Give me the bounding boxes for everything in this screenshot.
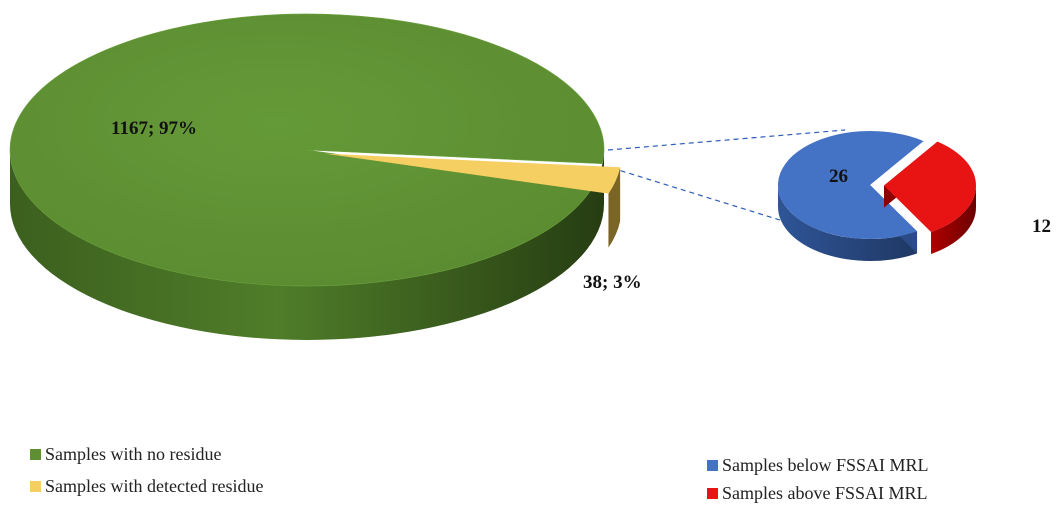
main-pie-side-no-residue [10,150,604,340]
connector-line-upper [607,129,846,151]
legend-swatch [707,487,718,499]
data-label-below-mrl: 26 [829,166,848,187]
pie-slice-below-mrl [778,131,924,240]
secondary-pie-side-below-mrl [778,185,918,261]
legend-label: Samples above FSSAI MRL [722,482,928,503]
legend-label: Samples with detected residue [45,475,264,496]
pie-slice-detected-residue [324,153,621,194]
secondary-pie [778,131,976,261]
pie-slice-above-mrl [883,141,976,232]
legend-label: Samples below FSSAI MRL [722,454,929,475]
legend-item: Samples with no residue [30,441,263,467]
legend-main: Samples with no residue Samples with dete… [30,441,263,505]
legend-item: Samples above FSSAI MRL [707,480,929,506]
main-pie [9,13,621,340]
data-label-above-mrl: 12 [1032,216,1051,237]
legend-item: Samples below FSSAI MRL [707,452,929,478]
main-pie-side-detected-residue [608,167,621,248]
data-label-detected-residue: 38; 3% [583,272,642,293]
legend-swatch [30,480,41,492]
legend-item: Samples with detected residue [30,473,263,499]
legend-swatch [30,448,41,460]
secondary-pie-side-above-mrl [931,185,976,254]
legend-label: Samples with no residue [45,443,222,464]
legend-secondary: Samples below FSSAI MRL Samples above FSS… [707,452,929,508]
connector-line-lower [611,167,839,239]
data-label-no-residue: 1167; 97% [111,118,197,139]
legend-swatch [707,459,718,471]
data-labels: 1167; 97% 38; 3% 26 12 [111,118,1051,293]
pie-slice-no-residue [9,13,605,287]
connector-lines [607,129,846,239]
